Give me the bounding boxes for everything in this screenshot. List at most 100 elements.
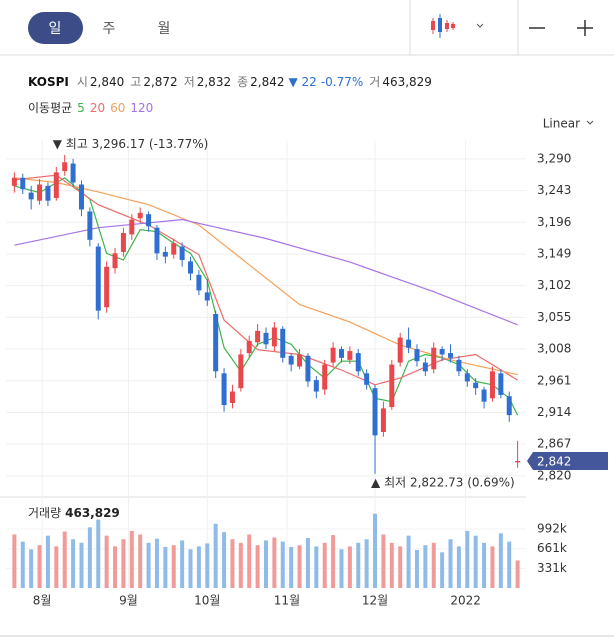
- volume-bar: [87, 527, 92, 588]
- candle-body: [188, 261, 194, 274]
- candle-body: [380, 408, 386, 433]
- candle-body: [20, 177, 26, 190]
- volume-bar: [104, 535, 109, 588]
- volume-bar: [45, 535, 50, 588]
- candle-body: [238, 354, 244, 389]
- scale-chevron[interactable]: [586, 120, 594, 125]
- quote-label: 고: [130, 75, 141, 89]
- tab[interactable]: 주: [103, 21, 116, 37]
- volume-bar: [29, 549, 34, 588]
- volume-bar: [465, 530, 470, 588]
- candle-body: [347, 351, 353, 360]
- quote-row: KOSPI 시 2,840 고 2,872 저 2,832 종 2,842 ▼ 22 -0.77% 거…: [28, 75, 432, 89]
- volume-tick-label: 992k: [537, 522, 567, 536]
- volume-bar: [297, 545, 302, 588]
- x-tick-label: 12월: [362, 594, 388, 608]
- ma-legend-item: 20: [90, 101, 105, 115]
- volume-bar: [213, 523, 218, 588]
- volume-bar: [440, 552, 445, 588]
- tab[interactable]: 일: [49, 21, 62, 37]
- dropdown-chevron[interactable]: [476, 23, 484, 28]
- candle-body: [11, 177, 17, 186]
- candle-body: [146, 214, 152, 227]
- candle-body: [104, 266, 110, 308]
- candle-body: [179, 246, 185, 261]
- volume-bar: [37, 545, 42, 588]
- y-tick-label: 3,008: [537, 342, 571, 356]
- extreme-annotation: ▼ 최고 3,296.17 (-13.77%): [53, 137, 209, 151]
- x-tick-label: 2022: [450, 594, 481, 608]
- y-tick-label: 2,820: [537, 468, 571, 482]
- last-price-label: 2,842: [537, 455, 571, 469]
- volume-bar: [482, 542, 487, 588]
- quote-label: 시: [77, 75, 88, 89]
- quote-change: ▼ 22: [289, 75, 317, 89]
- candle-body: [229, 391, 235, 404]
- volume-bar: [154, 538, 159, 588]
- candle-body: [53, 172, 59, 198]
- volume-bar: [96, 519, 101, 588]
- volume-bar: [406, 535, 411, 588]
- extreme-annotation: ▲ 최저 2,822.73 (0.69%): [371, 475, 515, 489]
- candle-body: [213, 313, 219, 372]
- candle-body: [338, 349, 344, 358]
- volume-bar: [339, 549, 344, 588]
- ma-label: 이동평균: [28, 101, 72, 115]
- candle-body: [137, 212, 143, 219]
- candle-body: [506, 396, 512, 416]
- candle-body: [439, 349, 445, 355]
- volume-bar: [289, 546, 294, 588]
- candle-body: [120, 233, 126, 252]
- volume-bar: [180, 540, 185, 588]
- volume-bar: [54, 546, 59, 588]
- candle-body: [372, 388, 378, 436]
- volume-bar: [230, 539, 235, 588]
- volume-bar: [264, 540, 268, 588]
- volume-bar: [79, 542, 84, 588]
- candle-body: [112, 253, 118, 269]
- y-tick-label: 2,914: [537, 405, 571, 419]
- quote-value: 2,840: [90, 75, 124, 89]
- active-tab-bg: [28, 12, 83, 44]
- tab[interactable]: 월: [158, 21, 171, 37]
- candle-body: [70, 163, 76, 183]
- volume-bar: [356, 542, 361, 588]
- candle-body: [297, 354, 303, 367]
- y-tick-label: 3,243: [537, 183, 571, 197]
- chart-type-icon[interactable]: [431, 14, 455, 38]
- volume-bar: [280, 541, 285, 588]
- volume-bar: [314, 546, 319, 588]
- volume-bar: [20, 541, 25, 588]
- candle-body: [95, 246, 101, 311]
- volume-bar: [247, 534, 252, 588]
- volume-bar: [121, 539, 126, 588]
- candle-body: [246, 340, 252, 354]
- quote-label: 거: [369, 75, 380, 89]
- volume-bar: [389, 542, 394, 588]
- candle-body: [154, 227, 160, 254]
- quote-label: 종: [237, 75, 248, 89]
- candle-body: [406, 339, 412, 348]
- ma-legend-item: 120: [130, 101, 153, 115]
- candle-body: [271, 327, 277, 347]
- candle-body: [196, 274, 202, 291]
- x-tick-label: 9월: [119, 594, 138, 608]
- ma-legend-item: 60: [110, 101, 125, 115]
- volume-latest: 463,829: [65, 506, 120, 520]
- zoom-in[interactable]: [577, 20, 593, 36]
- volume-bar: [490, 546, 495, 588]
- volume-bar: [364, 539, 369, 588]
- volume-bar: [222, 532, 227, 588]
- candle-body: [364, 373, 370, 385]
- candle-body: [288, 355, 294, 365]
- candle-body: [322, 364, 328, 390]
- y-tick-label: 3,149: [537, 246, 571, 260]
- scale-label[interactable]: Linear: [543, 117, 580, 131]
- volume-bar: [398, 546, 403, 588]
- candle-body: [431, 347, 437, 370]
- volume-bar: [146, 542, 151, 588]
- candle-body: [355, 353, 361, 372]
- candle-body: [280, 328, 286, 358]
- volume-bar: [113, 546, 118, 588]
- candle-body: [37, 184, 43, 201]
